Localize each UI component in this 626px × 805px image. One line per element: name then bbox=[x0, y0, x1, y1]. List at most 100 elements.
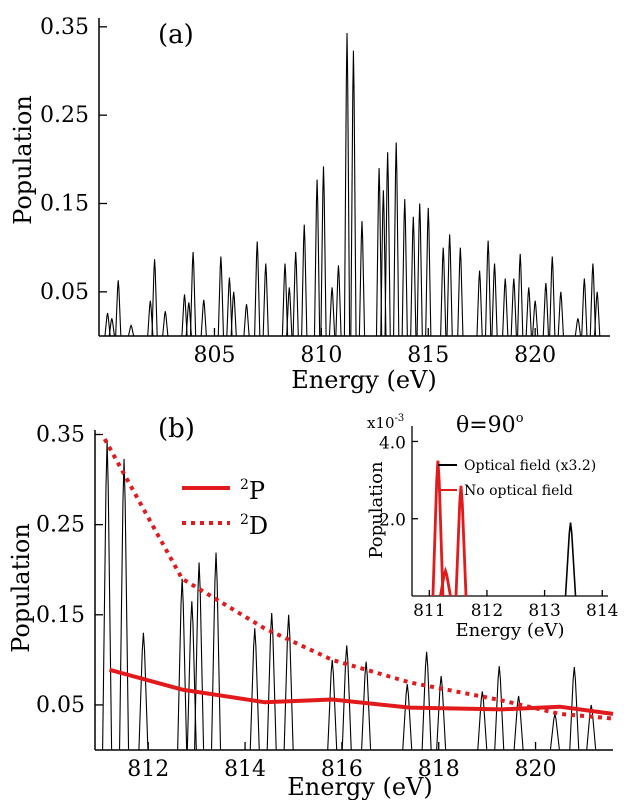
panel-b-label: (b) bbox=[158, 414, 195, 444]
spectrum-peak bbox=[181, 294, 188, 337]
spectrum-peak bbox=[574, 318, 582, 337]
spectrum-peak bbox=[502, 278, 509, 337]
spectrum-peak bbox=[402, 684, 413, 751]
spectrum-peak bbox=[194, 562, 205, 751]
spectrum-peak bbox=[549, 713, 560, 751]
panel-b: 812 814 816 818 820 0.05 0.15 0.25 0.35 (b) Ene… bbox=[7, 414, 614, 801]
spectrum-peak bbox=[262, 263, 269, 337]
spectrum-peak bbox=[226, 277, 233, 337]
panel-b-y-tick-label: 0.25 bbox=[36, 513, 85, 538]
panel-a-y-tick-label: 0.25 bbox=[40, 103, 89, 128]
inset-series-no-optical-field bbox=[431, 460, 468, 597]
inset-x-tick-label: 812 bbox=[471, 601, 503, 621]
inset-no-optical-peak bbox=[454, 485, 468, 597]
spectrum-peak bbox=[341, 645, 352, 751]
panel-a-x-tick-label: 820 bbox=[514, 343, 556, 368]
inset-y-tick-label: 2.0 bbox=[379, 511, 406, 531]
spectrum-peak bbox=[457, 247, 464, 337]
spectrum-peak bbox=[401, 199, 408, 337]
panel-a-x-axis-title: Energy (eV) bbox=[291, 366, 436, 394]
spectrum-peak bbox=[320, 166, 327, 337]
inset-y-tick-label: 4.0 bbox=[379, 433, 406, 453]
panel-a-y-ticks: 0.05 0.15 0.25 0.35 bbox=[40, 15, 107, 305]
spectrum-peak bbox=[118, 458, 130, 751]
panel-b-x-tick-label: 820 bbox=[515, 757, 557, 782]
spectrum-peak bbox=[384, 152, 391, 337]
spectrum-peak bbox=[421, 651, 432, 751]
spectrum-peak bbox=[185, 302, 192, 337]
inset-legend-no-optical-label: No optical field bbox=[464, 483, 573, 499]
panel-b-x-ticks: 812 814 816 818 820 bbox=[127, 742, 557, 782]
spectrum-peak bbox=[343, 33, 351, 337]
spectrum-peak bbox=[335, 265, 342, 337]
inset-legend-optical-label: Optical field (x3.2) bbox=[464, 458, 596, 474]
spectrum-peak bbox=[147, 300, 154, 337]
panel-b-y-tick-label: 0.35 bbox=[36, 423, 85, 448]
spectrum-peak bbox=[510, 278, 517, 337]
spectrum-peak bbox=[393, 142, 400, 337]
spectrum-peak bbox=[115, 280, 122, 337]
inset-legend: Optical field (x3.2) No optical field bbox=[438, 458, 596, 499]
spectrum-peak bbox=[477, 691, 488, 751]
spectrum-peak bbox=[286, 287, 293, 337]
spectrum-peak bbox=[301, 224, 308, 337]
panel-a-label: (a) bbox=[158, 20, 194, 50]
inset-x-axis-title: Energy (eV) bbox=[455, 620, 564, 641]
panel-a-y-tick-label: 0.35 bbox=[40, 15, 89, 40]
panel-b-x-axis-title: Energy (eV) bbox=[287, 773, 432, 800]
panel-b-y-tick-label: 0.05 bbox=[36, 693, 85, 718]
panel-b-y-ticks: 0.05 0.15 0.25 0.35 bbox=[36, 423, 103, 718]
spectrum-peak bbox=[281, 263, 289, 337]
spectrum-peak bbox=[104, 312, 111, 337]
legend-2D-label: 2D bbox=[240, 512, 268, 540]
spectrum-peak bbox=[243, 304, 250, 337]
spectrum-peak bbox=[217, 256, 225, 337]
spectrum-peak bbox=[581, 278, 588, 337]
inset-y-ticks: 2.0 4.0 bbox=[379, 433, 418, 531]
spectrum-peak bbox=[108, 318, 115, 337]
inset-x-ticks: 811 812 813 814 bbox=[413, 590, 618, 621]
panel-b-x-tick-label: 816 bbox=[321, 757, 363, 782]
panel-a: 805 810 815 820 0.05 0.15 0.25 0.35 (a) Energy… bbox=[9, 15, 610, 394]
spectrum-peak bbox=[350, 50, 357, 337]
spectrum-peak bbox=[292, 252, 299, 337]
panel-a-x-tick-label: 810 bbox=[300, 343, 342, 368]
spectrum-peak bbox=[361, 661, 372, 751]
curve-2P-line bbox=[108, 667, 614, 716]
spectrum-peak bbox=[254, 241, 261, 337]
spectrum-peak bbox=[380, 190, 387, 337]
inset-scale-factor: x10-3 bbox=[367, 413, 404, 432]
panel-b-legend: 2P 2D bbox=[182, 477, 268, 540]
spectrum-peak bbox=[327, 659, 338, 751]
spectrum-peak bbox=[542, 282, 550, 337]
spectrum-peak bbox=[476, 270, 483, 337]
spectrum-peak bbox=[186, 601, 197, 751]
spectrum-peak bbox=[494, 666, 505, 751]
spectrum-peak bbox=[102, 440, 113, 751]
spectrum-peak bbox=[210, 552, 222, 751]
spectrum-peak bbox=[283, 614, 294, 751]
spectrum-peak bbox=[525, 287, 532, 337]
spectrum-peak bbox=[375, 168, 383, 337]
spectrum-peak bbox=[569, 667, 580, 751]
spectrum-peak bbox=[230, 291, 237, 337]
panel-a-y-tick-label: 0.15 bbox=[40, 192, 89, 217]
inset-y-axis-title: Population bbox=[366, 461, 387, 559]
spectrum-peak bbox=[189, 252, 197, 337]
panel-b-x-tick-label: 812 bbox=[127, 757, 169, 782]
spectrum-peak bbox=[313, 179, 321, 337]
spectrum-peak bbox=[586, 704, 597, 751]
spectrum-peak bbox=[513, 695, 524, 751]
spectrum-peak bbox=[138, 632, 149, 751]
spectrum-peak bbox=[517, 253, 524, 337]
inset-title: θ=90o bbox=[456, 411, 524, 438]
panel-a-x-tick-label: 805 bbox=[193, 343, 235, 368]
spectrum-peak bbox=[589, 263, 597, 337]
spectrum-peak bbox=[594, 291, 601, 337]
panel-b-x-tick-label: 814 bbox=[224, 757, 266, 782]
spectrum-peak bbox=[177, 578, 188, 751]
inset-x-tick-label: 811 bbox=[413, 601, 445, 621]
spectrum-peak bbox=[249, 628, 260, 751]
